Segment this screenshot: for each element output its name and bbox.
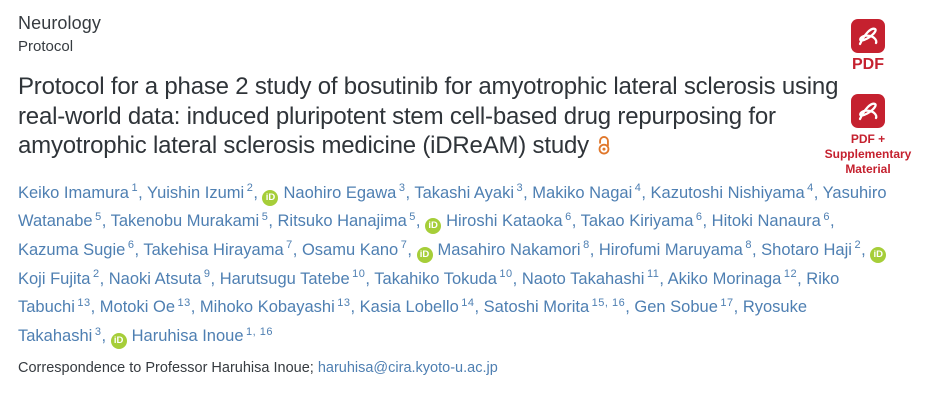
article-type: Protocol bbox=[18, 38, 74, 55]
author-name[interactable]: Naoto Takahashi bbox=[521, 269, 645, 288]
author-name[interactable]: Naohiro Egawa bbox=[283, 183, 397, 202]
author-name[interactable]: Koji Fujita bbox=[18, 269, 91, 288]
orcid-icon[interactable]: iD bbox=[870, 246, 887, 263]
author-affiliation-sup: 5 bbox=[261, 210, 269, 223]
author-name[interactable]: Hitoki Nanaura bbox=[711, 212, 821, 231]
author-name[interactable]: Kazuma Sugie bbox=[18, 240, 126, 259]
pdf-download-label[interactable]: PDF bbox=[852, 56, 884, 73]
author-affiliation-sup: 1, 16 bbox=[246, 325, 273, 338]
author-affiliation-sup: 5 bbox=[95, 210, 102, 223]
author-affiliation-sup: 6 bbox=[823, 210, 830, 223]
author-name[interactable]: Satoshi Morita bbox=[483, 298, 590, 317]
author-affiliation-sup: 8 bbox=[583, 239, 590, 252]
adobe-pdf-icon[interactable] bbox=[850, 93, 886, 129]
author-affiliation-sup: 13 bbox=[177, 296, 191, 309]
author-affiliation-sup: 10 bbox=[499, 268, 513, 281]
author-affiliation-sup: 3 bbox=[94, 325, 102, 338]
author-name[interactable]: Hirofumi Maruyama bbox=[598, 240, 743, 259]
author-affiliation-sup: 15, 16 bbox=[591, 296, 626, 309]
author-affiliation-sup: 4 bbox=[807, 182, 814, 195]
pdf-supplementary-download-button[interactable]: PDF + Supplementary Material bbox=[824, 93, 912, 177]
author-name[interactable]: Harutsugu Tatebe bbox=[219, 269, 350, 288]
author-affiliation-sup: 4 bbox=[634, 182, 642, 195]
author-affiliation-sup: 17 bbox=[720, 296, 734, 309]
correspondence-line: Correspondence to Professor Haruhisa Ino… bbox=[18, 360, 896, 376]
author-name[interactable]: Kasia Lobello bbox=[359, 298, 459, 317]
author-affiliation-sup: 13 bbox=[77, 296, 91, 309]
author-affiliation-sup: 7 bbox=[286, 239, 293, 252]
orcid-icon[interactable]: iD bbox=[110, 333, 127, 350]
author-name[interactable]: Ritsuko Hanajima bbox=[277, 212, 407, 231]
author-name[interactable]: Riko Tabuchi bbox=[18, 269, 840, 317]
author-name[interactable]: Mihoko Kobayashi bbox=[199, 298, 335, 317]
correspondence-text: Correspondence to Professor Haruhisa Ino… bbox=[18, 359, 314, 376]
author-name[interactable]: Yasuhiro Watanabe bbox=[18, 183, 887, 231]
article-title: Protocol for a phase 2 study of bosutini… bbox=[18, 72, 842, 164]
orcid-icon[interactable]: iD bbox=[425, 218, 442, 235]
author-name[interactable]: Haruhisa Inoue bbox=[131, 327, 244, 346]
author-name[interactable]: Takenobu Murakami bbox=[110, 212, 260, 231]
author-affiliation-sup: 6 bbox=[695, 210, 703, 223]
author-name[interactable]: Motoki Oe bbox=[99, 298, 175, 317]
author-affiliation-sup: 13 bbox=[337, 296, 351, 309]
author-name[interactable]: Ryosuke Takahashi bbox=[18, 298, 808, 346]
author-affiliation-sup: 9 bbox=[203, 268, 211, 281]
author-name[interactable]: Shotaro Haji bbox=[761, 240, 852, 259]
author-affiliation-sup: 3 bbox=[516, 182, 524, 195]
download-actions: PDF PDF + Supplementary Material bbox=[822, 18, 914, 177]
author-name[interactable]: Takashi Ayaki bbox=[414, 183, 514, 202]
journal-name: Neurology bbox=[18, 13, 101, 33]
author-affiliation-sup: 3 bbox=[398, 182, 406, 195]
author-affiliation-sup: 10 bbox=[352, 268, 366, 281]
author-affiliation-sup: 12 bbox=[783, 268, 798, 281]
adobe-pdf-icon[interactable] bbox=[850, 18, 886, 54]
author-name[interactable]: Yuishin Izumi bbox=[146, 183, 245, 202]
author-name[interactable]: Hiroshi Kataoka bbox=[446, 212, 563, 231]
author-name[interactable]: Akiko Morinaga bbox=[667, 269, 782, 288]
pdf-download-button[interactable]: PDF bbox=[850, 18, 886, 74]
author-affiliation-sup: 2 bbox=[246, 182, 254, 195]
author-name[interactable]: Osamu Kano bbox=[301, 240, 399, 259]
author-affiliation-sup: 2 bbox=[92, 268, 100, 281]
author-name[interactable]: Masahiro Nakamori bbox=[437, 240, 581, 259]
author-name[interactable]: Makiko Nagai bbox=[532, 183, 633, 202]
author-name[interactable]: Keiko Imamura bbox=[18, 183, 129, 202]
author-affiliation-sup: 2 bbox=[854, 239, 862, 252]
orcid-icon[interactable]: iD bbox=[416, 246, 433, 263]
author-list: Keiko Imamura 1, Yuishin Izumi 2, iD Naohir… bbox=[18, 179, 896, 351]
article-title-text: Protocol for a phase 2 study of bosutini… bbox=[18, 73, 839, 160]
open-access-lock-icon bbox=[596, 134, 612, 164]
author-name[interactable]: Gen Sobue bbox=[634, 298, 718, 317]
correspondence-email-link[interactable]: haruhisa@cira.kyoto-u.ac.jp bbox=[317, 359, 498, 376]
author-name[interactable]: Kazutoshi Nishiyama bbox=[650, 183, 805, 202]
orcid-icon[interactable]: iD bbox=[262, 189, 279, 206]
author-affiliation-sup: 11 bbox=[646, 268, 660, 281]
author-affiliation-sup: 8 bbox=[745, 239, 752, 252]
author-affiliation-sup: 6 bbox=[565, 210, 572, 223]
author-name[interactable]: Takahiko Tokuda bbox=[374, 269, 497, 288]
author-name[interactable]: Takehisa Hirayama bbox=[143, 240, 284, 259]
author-name[interactable]: Naoki Atsuta bbox=[108, 269, 202, 288]
pdf-supplementary-download-label[interactable]: PDF + Supplementary Material bbox=[824, 132, 912, 176]
article-header: Neurology Protocol Protocol for a phase … bbox=[18, 13, 896, 376]
author-affiliation-sup: 14 bbox=[461, 296, 475, 309]
author-affiliation-sup: 6 bbox=[127, 239, 135, 252]
author-affiliation-sup: 1 bbox=[131, 182, 139, 195]
author-affiliation-sup: 5 bbox=[409, 210, 416, 223]
author-affiliation-sup: 7 bbox=[400, 239, 408, 252]
author-name[interactable]: Takao Kiriyama bbox=[580, 212, 694, 231]
